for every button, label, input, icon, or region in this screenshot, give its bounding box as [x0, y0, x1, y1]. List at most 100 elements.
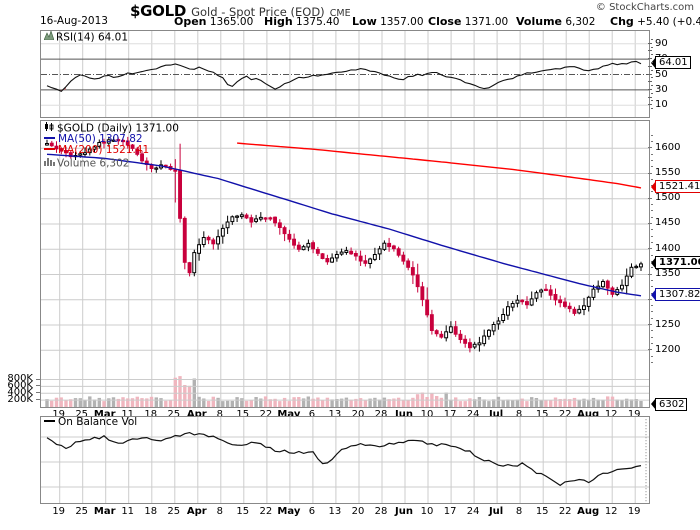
price-tick-1600: 1600 — [655, 141, 681, 153]
date-tick-19-0: 19 — [52, 409, 66, 420]
rsi-axis-tick — [651, 108, 653, 110]
date-tick-19-1: 19 — [627, 506, 641, 517]
price-axis-tick — [651, 361, 653, 363]
quote-low: Low 1357.00 — [352, 15, 424, 28]
volume-tick-200K: 200K — [7, 393, 33, 405]
legend-volume-row: Volume 6,302 — [44, 157, 179, 169]
date-tick-25-1: 25 — [167, 506, 181, 517]
rsi-legend: RSI(14) 64.01 — [43, 30, 128, 44]
price-axis-tick — [651, 330, 653, 332]
date-tick-22-0: 22 — [558, 409, 572, 420]
rsi-flag-pointer — [651, 56, 656, 69]
rsi-indicator-icon — [43, 30, 55, 44]
symbol-description: Gold - Spot Price (EOD) — [191, 5, 325, 19]
price-axis-tick — [648, 298, 652, 300]
quote-close: Close 1371.00 — [428, 15, 509, 28]
date-tick-6-1: 6 — [308, 506, 316, 517]
price-axis-tick — [651, 311, 653, 313]
price-axis-tick — [648, 172, 652, 174]
rsi-tick-30: 30 — [655, 83, 668, 95]
rsi-axis-tick — [648, 58, 652, 60]
date-tick-aug-1: Aug — [577, 506, 600, 517]
rsi-axis-tick — [651, 85, 653, 87]
obv-plot-area[interactable] — [40, 416, 650, 504]
rsi-legend-row: RSI(14) 64.01 — [43, 30, 128, 44]
rsi-axis-tick — [648, 104, 652, 106]
ma200-value-flag-pointer — [651, 180, 656, 193]
date-axis-lower: 19 25 Mar 11 18 25 Apr 8 15 22 May 6 13 20 28 Jun 10 17 24… — [40, 506, 650, 519]
price-tick-1250: 1250 — [655, 318, 681, 330]
chart-header: $GOLD Gold - Spot Price (EOD) CME © Stoc… — [0, 0, 700, 28]
obv-color-swatch — [44, 420, 55, 422]
stockcharts-copyright: © StockCharts.com — [595, 2, 694, 13]
price-axis-tick — [651, 140, 653, 142]
date-tick-25-1: 25 — [75, 506, 89, 517]
ma50-value-flag-pointer — [651, 288, 656, 301]
legend-ma50-row: MA(50) 1307.82 — [44, 133, 179, 146]
date-tick-12-1: 12 — [604, 506, 618, 517]
price-axis-tick — [648, 349, 652, 351]
volume-axis-tick — [36, 399, 40, 401]
rsi-axis-tick — [648, 81, 652, 83]
date-tick-17-1: 17 — [443, 506, 457, 517]
legend-symbol-row: $GOLD (Daily) 1371.00 — [44, 122, 179, 134]
quote-high: High 1375.40 — [264, 15, 340, 28]
price-tick-1500: 1500 — [655, 192, 681, 204]
price-axis-tick — [651, 305, 653, 307]
price-axis-tick — [648, 324, 652, 325]
date-tick-13-0: 13 — [328, 409, 342, 420]
rsi-axis-tick — [651, 77, 653, 79]
price-axis-tick — [651, 241, 653, 243]
volume-axis-tick — [36, 378, 40, 380]
price-plot-area[interactable] — [40, 120, 650, 408]
rsi-tick-10: 10 — [655, 99, 668, 111]
date-tick-mar-1: Mar — [93, 506, 116, 517]
price-axis-tick — [648, 248, 652, 250]
candlestick-icon — [44, 122, 55, 135]
price-axis-tick — [651, 166, 653, 168]
rsi-tick-50: 50 — [655, 68, 668, 80]
price-axis-tick — [648, 223, 652, 224]
price-axis-tick — [651, 134, 653, 136]
quote-date: 16-Aug-2013 — [40, 15, 108, 27]
date-tick-19-1: 19 — [52, 506, 66, 517]
date-tick-28-0: 28 — [374, 409, 388, 420]
date-tick-8-0: 8 — [216, 409, 223, 420]
date-tick-15-1: 15 — [236, 506, 250, 517]
date-tick-jul-1: Jul — [488, 506, 504, 517]
date-tick-apr-0: Apr — [186, 409, 207, 420]
price-tick-1350: 1350 — [655, 268, 681, 280]
volume-axis-tick — [36, 385, 40, 387]
price-axis-tick — [648, 147, 652, 149]
date-tick-22-1: 22 — [259, 506, 273, 517]
exchange-label: CME — [329, 8, 351, 19]
price-axis-tick — [651, 279, 653, 281]
price-axis-tick — [651, 153, 653, 155]
date-tick-10-1: 10 — [420, 506, 434, 517]
obv-legend-row: On Balance Vol — [44, 416, 137, 429]
price-tick-1550: 1550 — [655, 166, 681, 178]
rsi-axis-tick — [651, 69, 653, 71]
chart-title: $GOLD Gold - Spot Price (EOD) CME — [130, 1, 351, 20]
rsi-axis-tick — [651, 54, 653, 56]
volume-tick-600K: 600K — [7, 379, 33, 391]
price-tick-1200: 1200 — [655, 343, 681, 355]
price-axis-tick — [651, 229, 653, 231]
date-tick-8-0: 8 — [515, 409, 523, 420]
rsi-tick-90: 90 — [655, 37, 668, 49]
date-tick-10-0: 10 — [420, 409, 434, 420]
price-axis-tick — [651, 336, 653, 338]
close-value-flag-pointer — [651, 256, 656, 269]
rsi-axis-tick — [648, 73, 652, 75]
rsi-plot-area[interactable] — [40, 30, 650, 118]
ma200-value-flag: 1521.41 — [655, 180, 700, 194]
price-panel: $GOLD (Daily) 1371.00 MA(50) 1307.82 MA(… — [0, 120, 700, 411]
date-tick-11-1: 11 — [121, 506, 135, 517]
ma200-color-swatch — [44, 148, 55, 150]
price-axis-tick — [651, 210, 653, 212]
date-tick-19-0: 19 — [627, 409, 641, 420]
rsi-axis-tick — [648, 96, 652, 98]
volume-tick-800K: 800K — [7, 373, 33, 384]
rsi-axis-tick — [648, 50, 652, 52]
obv-panel: On Balance Vol — [0, 416, 700, 506]
